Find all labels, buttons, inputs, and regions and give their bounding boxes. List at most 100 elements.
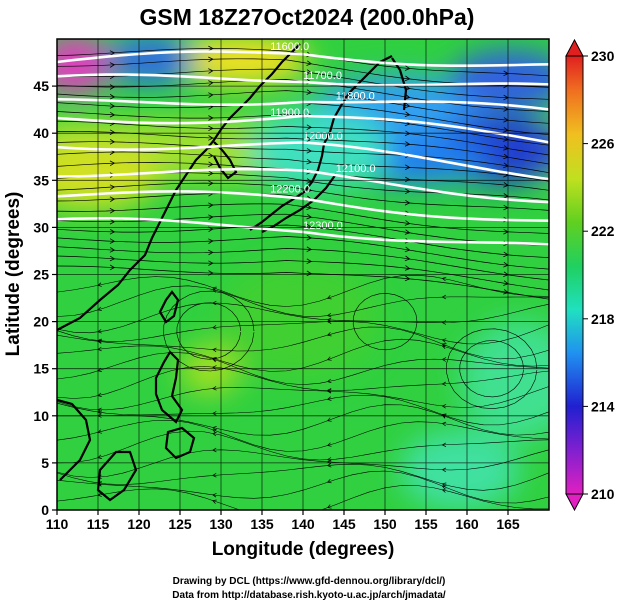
stream-arrow: [326, 332, 332, 337]
colorbar-tick-label: 226: [591, 136, 615, 152]
contour-label: 11700.0: [303, 70, 342, 82]
stream-arrow: [306, 204, 313, 210]
stream-arrow: [404, 265, 411, 271]
stream-arrow: [404, 275, 411, 282]
stream-arrow: [306, 60, 313, 66]
stream-arrow: [306, 158, 313, 165]
y-tick-label: 15: [33, 361, 49, 377]
stream-arrow: [404, 246, 411, 253]
stream-arrow: [208, 170, 214, 177]
stream-arrow: [212, 386, 217, 391]
contour-label: 12000.0: [303, 130, 343, 142]
coast-borneo: [96, 450, 138, 502]
stream-arrow: [306, 124, 313, 130]
colorbar-tick-label: 218: [591, 311, 615, 327]
contour-label: 11800.0: [336, 90, 375, 102]
stream-arrow: [109, 94, 116, 100]
coast-japan-kyushu: [249, 55, 393, 231]
colorbar-top-arrow: [565, 38, 584, 57]
stream-arrow: [208, 180, 214, 186]
colorbar-gradient: [565, 55, 584, 495]
colorbar-tick-label: 230: [591, 48, 615, 64]
stream-arrow: [326, 457, 332, 462]
x-tick-label: 125: [168, 516, 192, 532]
stream-arrow: [557, 437, 561, 441]
y-tick-label: 25: [33, 267, 49, 283]
stream-arrow: [212, 493, 217, 498]
stream-arrow: [109, 196, 116, 202]
stream-arrow: [109, 229, 116, 235]
streamline: [176, 302, 241, 360]
stream-arrow: [326, 479, 332, 484]
stream-arrow: [306, 69, 313, 75]
stream-arrow: [326, 356, 332, 361]
cyan-zone-south: [400, 430, 520, 510]
streamline: [352, 293, 418, 351]
stream-arrow: [557, 296, 561, 300]
stream-arrow: [404, 94, 411, 100]
stream-arrow: [404, 164, 411, 171]
stream-arrow: [109, 218, 116, 225]
stream-arrow: [557, 381, 561, 385]
green-zone-tropics: [220, 260, 380, 380]
stream-arrow: [306, 234, 313, 241]
stream-arrow: [208, 249, 214, 256]
x-tick-label: 155: [414, 516, 438, 532]
stream-arrow: [109, 247, 116, 253]
stream-arrow: [208, 152, 214, 159]
stream-arrow: [208, 202, 214, 208]
stream-arrow: [212, 358, 217, 363]
stream-arrow: [441, 404, 447, 409]
stream-arrow: [557, 362, 561, 366]
stream-arrow: [208, 115, 214, 121]
stream-arrow: [441, 485, 447, 490]
x-tick-label: 165: [496, 516, 520, 532]
y-tick-label: 40: [33, 125, 49, 141]
stream-arrow: [326, 295, 332, 300]
stream-arrow: [441, 442, 447, 448]
stream-arrow: [208, 56, 214, 63]
stream-arrow: [306, 258, 313, 265]
streamline: [163, 290, 255, 372]
stream-arrow: [212, 447, 217, 453]
cold-band-4: [450, 50, 549, 110]
stream-arrow: [404, 188, 411, 195]
y-tick-label: 30: [33, 219, 49, 235]
x-tick-label: 110: [46, 516, 69, 532]
stream-arrow: [326, 388, 332, 393]
x-tick-label: 145: [332, 516, 356, 532]
stream-arrow: [326, 396, 332, 401]
stream-arrow: [404, 130, 411, 136]
x-axis-label: Longitude (degrees): [212, 539, 395, 560]
stream-arrow: [557, 446, 561, 450]
stream-arrow: [208, 260, 214, 266]
stream-arrow: [557, 369, 561, 373]
stream-arrow: [404, 111, 411, 117]
stream-arrow: [557, 367, 561, 371]
y-tick-label: 35: [33, 172, 49, 188]
stream-arrow: [208, 45, 214, 52]
coast-japan-sea-side: [261, 173, 337, 233]
grid-lines: [57, 39, 549, 510]
stream-arrow: [212, 499, 217, 504]
x-tick-label: 115: [87, 516, 110, 532]
stream-arrow: [109, 50, 116, 56]
streamline: [57, 485, 549, 510]
x-tick-label: 150: [373, 516, 397, 532]
stream-arrow: [557, 492, 561, 496]
x-tick-label: 140: [291, 516, 315, 532]
stream-arrow: [212, 347, 217, 352]
stream-arrow: [326, 463, 332, 468]
x-tick-label: 160: [455, 516, 479, 532]
colorbar: 210 214 218 222 226 230: [565, 38, 615, 512]
stream-arrow: [109, 208, 116, 214]
stream-arrow: [212, 426, 217, 431]
stream-arrow: [208, 125, 214, 132]
stream-arrow: [306, 89, 313, 95]
coast-luzon: [154, 350, 184, 424]
contour-label: 12200.0: [270, 184, 310, 196]
stream-arrow: [404, 102, 411, 109]
stream-arrow: [326, 417, 332, 422]
streamline: [446, 328, 538, 410]
stream-arrow: [109, 84, 116, 90]
